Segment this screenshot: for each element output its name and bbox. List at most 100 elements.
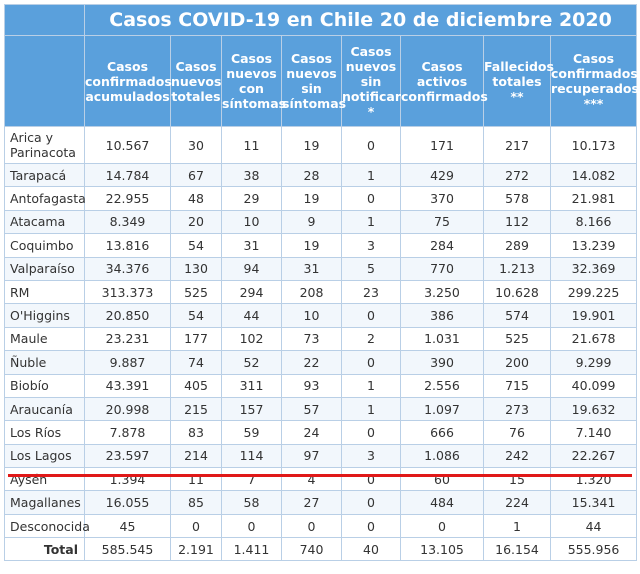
cell-confirmados-acumulados: 9.887 <box>84 350 171 375</box>
cell-confirmados-acumulados: 313.373 <box>84 279 171 305</box>
cell-nuevos-con-sintomas: 44 <box>221 303 282 328</box>
cell-confirmados-acumulados: 14.784 <box>84 162 171 188</box>
cell-activos: 484 <box>400 490 484 515</box>
cell-nuevos-con-sintomas: 102 <box>221 326 282 352</box>
cell-sin-notificar: 1 <box>341 209 401 235</box>
cell-nuevos-totales: 54 <box>170 233 222 258</box>
title-row: Casos COVID-19 en Chile 20 de diciembre … <box>4 4 638 36</box>
cell-activos: 0 <box>400 513 484 539</box>
cell-sin-notificar: 3 <box>341 233 401 258</box>
cell-sin-notificar: 0 <box>341 186 401 211</box>
total-confirmados-acumulados: 585.545 <box>84 537 171 562</box>
cell-region: RM <box>4 279 85 305</box>
cell-nuevos-con-sintomas: 59 <box>221 420 282 445</box>
cell-nuevos-totales: 215 <box>170 396 222 422</box>
cell-recuperados: 10.173 <box>549 126 638 164</box>
cell-nuevos-totales: 214 <box>170 443 222 469</box>
cell-nuevos-totales: 0 <box>170 513 222 539</box>
table-title: Casos COVID-19 en Chile 20 de diciembre … <box>83 4 638 36</box>
cell-activos: 370 <box>400 186 484 211</box>
cell-nuevos-totales: 83 <box>170 420 222 445</box>
cell-fallecidos: 715 <box>483 373 551 398</box>
cell-nuevos-con-sintomas: 11 <box>221 126 282 164</box>
cell-confirmados-acumulados: 16.055 <box>84 490 171 515</box>
cell-sin-notificar: 5 <box>341 256 401 281</box>
column-header-fallecidos: Fallecidos totales ** <box>483 35 554 127</box>
cell-fallecidos: 76 <box>483 420 551 445</box>
cell-nuevos-con-sintomas: 58 <box>221 490 282 515</box>
cell-nuevos-sin-sintomas: 10 <box>281 303 342 328</box>
cell-region: Valparaíso <box>4 256 85 281</box>
cell-region: Desconocida <box>4 513 90 539</box>
cell-nuevos-sin-sintomas: 93 <box>281 373 342 398</box>
cell-confirmados-acumulados: 22.955 <box>84 186 171 211</box>
table-row: Valparaíso 34.376 130 94 31 5 770 1.213 32.369 <box>4 256 638 281</box>
cell-nuevos-sin-sintomas: 24 <box>281 420 342 445</box>
cell-confirmados-acumulados: 43.391 <box>84 373 171 398</box>
cell-nuevos-sin-sintomas: 0 <box>281 513 342 539</box>
table-row: Maule 23.231 177 102 73 2 1.031 525 21.678 <box>4 326 638 352</box>
covid-cases-table: Casos COVID-19 en Chile 20 de diciembre … <box>4 4 639 562</box>
cell-fallecidos: 272 <box>483 162 551 188</box>
corner-cell <box>4 4 85 36</box>
cell-sin-notificar: 1 <box>341 162 401 188</box>
cell-nuevos-sin-sintomas: 27 <box>281 490 342 515</box>
cell-activos: 171 <box>400 126 484 164</box>
cell-nuevos-con-sintomas: 7 <box>221 467 282 492</box>
table-row: Desconocida 45 0 0 0 0 0 1 44 <box>4 513 638 539</box>
cell-confirmados-acumulados: 23.231 <box>84 326 171 352</box>
column-header-region <box>4 35 85 127</box>
cell-confirmados-acumulados: 8.349 <box>84 209 171 235</box>
cell-region: Aysén <box>4 467 85 492</box>
table-row: Biobío 43.391 405 311 93 1 2.556 715 40.099 <box>4 373 638 398</box>
cell-region: Arica y Parinacota <box>4 126 85 164</box>
cell-nuevos-sin-sintomas: 208 <box>281 279 342 305</box>
cell-confirmados-acumulados: 20.850 <box>84 303 171 328</box>
cell-nuevos-con-sintomas: 157 <box>221 396 282 422</box>
cell-recuperados: 1.320 <box>549 467 638 492</box>
cell-activos: 1.086 <box>400 443 484 469</box>
cell-sin-notificar: 0 <box>341 490 401 515</box>
table-row: Tarapacá 14.784 67 38 28 1 429 272 14.082 <box>4 162 638 188</box>
cell-nuevos-totales: 20 <box>170 209 222 235</box>
table-row: Araucanía 20.998 215 157 57 1 1.097 273 19.632 <box>4 396 638 422</box>
table-row: Coquimbo 13.816 54 31 19 3 284 289 13.239 <box>4 233 638 258</box>
total-activos: 13.105 <box>400 537 484 562</box>
column-header-sin-notificar: Casos nuevos sin notificar * <box>341 35 401 127</box>
cell-region: Maule <box>4 326 85 352</box>
column-header-recuperados: Casos confirmados recuperados *** <box>549 35 639 127</box>
cell-nuevos-totales: 67 <box>170 162 222 188</box>
cell-nuevos-con-sintomas: 94 <box>221 256 282 281</box>
cell-fallecidos: 578 <box>483 186 551 211</box>
cell-activos: 770 <box>400 256 484 281</box>
cell-sin-notificar: 1 <box>341 396 401 422</box>
cell-region: Tarapacá <box>4 162 85 188</box>
cell-fallecidos: 15 <box>483 467 551 492</box>
cell-nuevos-totales: 405 <box>170 373 222 398</box>
cell-confirmados-acumulados: 10.567 <box>84 126 171 164</box>
cell-recuperados: 21.678 <box>549 326 638 352</box>
cell-fallecidos: 289 <box>483 233 551 258</box>
cell-region: Atacama <box>4 209 85 235</box>
cell-activos: 2.556 <box>400 373 484 398</box>
cell-activos: 3.250 <box>400 279 484 305</box>
cell-recuperados: 13.239 <box>549 233 638 258</box>
cell-recuperados: 14.082 <box>549 162 638 188</box>
cell-nuevos-con-sintomas: 311 <box>221 373 282 398</box>
cell-fallecidos: 10.628 <box>483 279 551 305</box>
table-row: Aysén 1.394 11 7 4 0 60 15 1.320 <box>4 467 638 492</box>
total-nuevos-totales: 2.191 <box>170 537 222 562</box>
cell-nuevos-con-sintomas: 10 <box>221 209 282 235</box>
cell-recuperados: 21.981 <box>549 186 638 211</box>
cell-sin-notificar: 0 <box>341 513 401 539</box>
table-row: Atacama 8.349 20 10 9 1 75 112 8.166 <box>4 209 638 235</box>
cell-region: Coquimbo <box>4 233 85 258</box>
cell-activos: 386 <box>400 303 484 328</box>
cell-confirmados-acumulados: 20.998 <box>84 396 171 422</box>
cell-nuevos-con-sintomas: 31 <box>221 233 282 258</box>
cell-nuevos-sin-sintomas: 28 <box>281 162 342 188</box>
cell-nuevos-con-sintomas: 29 <box>221 186 282 211</box>
column-header-nuevos-totales: Casos nuevos totales <box>170 35 222 127</box>
cell-sin-notificar: 3 <box>341 443 401 469</box>
